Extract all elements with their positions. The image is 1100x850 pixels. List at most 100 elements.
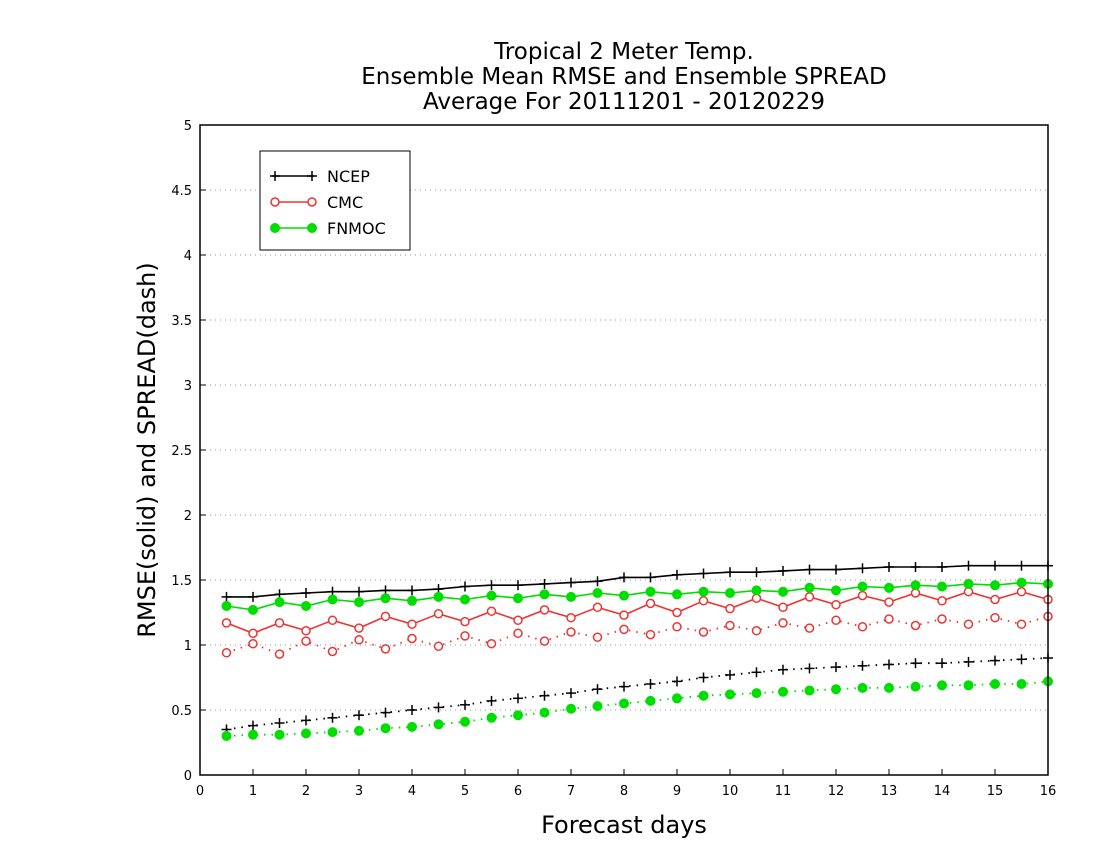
data-point-cmc-rmse [884,597,894,607]
x-tick-label: 1 [249,784,257,799]
data-point-cmc-rmse [513,615,523,626]
data-point-fnmoc-spread [857,682,868,693]
data-point-fnmoc-spread [433,719,444,730]
data-point-fnmoc-spread [486,712,497,723]
data-point-ncep-spread [937,658,947,669]
data-point-cmc-rmse [248,628,258,639]
series-fnmoc-spread [221,676,1053,741]
data-point-fnmoc-rmse [619,590,629,601]
y-axis-ticks: 0 0.5 1 1.5 2 2.5 3 3.5 4 4.5 5 [171,119,206,784]
data-point-cmc-spread [592,632,603,642]
data-point-ncep-spread [645,679,656,689]
data-point-fnmoc-spread [380,723,391,734]
data-point-cmc-spread [513,628,523,639]
data-point-ncep-spread [248,720,258,731]
data-point-ncep-rmse [884,562,894,572]
series-group [221,560,1053,741]
data-point-fnmoc-spread [539,707,550,718]
data-point-ncep-rmse [407,585,417,596]
data-point-cmc-spread [486,638,497,649]
data-point-ncep-spread [433,702,444,713]
data-point-cmc-spread [274,649,285,659]
data-point-ncep-spread [460,699,470,710]
data-point-cmc-spread [380,644,391,654]
data-point-ncep-rmse [672,569,682,580]
x-axis-ticks: 0 1 2 3 4 5 6 7 8 9 10 11 12 13 14 15 16 [196,769,1056,799]
data-point-fnmoc-rmse [831,585,841,596]
data-point-ncep-spread [698,672,709,683]
data-point-ncep-rmse [778,565,788,576]
x-tick-label: 6 [514,784,522,799]
data-point-ncep-rmse [592,576,603,587]
data-point-cmc-rmse [486,606,497,616]
data-point-cmc-spread [990,612,1000,623]
x-tick-label: 15 [987,784,1004,799]
data-point-fnmoc-rmse [937,581,947,592]
data-point-cmc-spread [751,625,762,636]
data-point-fnmoc-rmse [725,588,735,598]
data-point-fnmoc-spread [592,701,603,712]
data-point-cmc-spread [884,614,894,624]
data-point-cmc-rmse [539,605,550,615]
data-point-ncep-rmse [221,591,232,602]
x-tick-label: 9 [673,784,681,799]
data-point-ncep-spread [274,718,285,728]
legend: NCEP CMC FNMOC [259,150,411,251]
y-tick-label: 3.5 [171,314,192,329]
data-point-fnmoc-rmse [910,580,921,591]
legend-marker [307,197,317,207]
data-point-cmc-spread [221,648,232,658]
data-point-ncep-spread [380,707,391,718]
data-point-fnmoc-rmse [513,593,523,604]
data-point-ncep-spread [327,712,338,723]
data-point-fnmoc-rmse [645,586,656,597]
data-point-fnmoc-rmse [751,585,762,596]
data-point-ncep-rmse [354,586,364,597]
data-point-ncep-spread [990,655,1000,666]
data-point-cmc-spread [672,622,682,632]
data-point-fnmoc-rmse [354,597,364,608]
data-point-fnmoc-spread [937,680,947,691]
x-tick-label: 11 [775,784,792,799]
data-point-cmc-rmse [778,602,788,613]
series-line-fnmoc-spread [226,680,1049,737]
legend-marker [270,171,280,181]
x-tick-label: 14 [934,784,951,799]
x-tick-label: 13 [881,784,898,799]
data-point-cmc-spread [619,624,629,635]
data-point-cmc-rmse [937,596,947,606]
data-point-cmc-rmse [221,618,232,628]
data-point-ncep-spread [407,705,417,715]
legend-marker [270,223,280,233]
data-point-fnmoc-rmse [221,601,232,611]
data-point-fnmoc-spread [804,685,815,696]
data-point-ncep-rmse [990,560,1000,571]
data-point-cmc-spread [778,618,788,628]
data-point-ncep-spread [592,684,603,695]
data-point-ncep-spread [910,658,921,669]
series-cmc-rmse [221,586,1053,639]
data-point-ncep-rmse [460,581,470,592]
data-point-cmc-spread [804,623,815,633]
legend-item-fnmoc: FNMOC [270,219,386,238]
data-point-fnmoc-spread [274,729,285,740]
data-point-ncep-rmse [751,567,762,578]
data-point-ncep-spread [513,693,523,704]
data-point-ncep-spread [884,659,894,670]
data-point-ncep-rmse [301,588,311,598]
x-tick-label: 12 [828,784,845,799]
data-point-cmc-spread [301,636,311,646]
legend-label: FNMOC [327,219,386,238]
series-line-ncep-spread [226,657,1049,731]
data-point-ncep-rmse [910,562,921,572]
data-point-cmc-spread [645,629,656,640]
legend-item-cmc: CMC [270,193,363,212]
data-point-fnmoc-rmse [539,589,550,600]
data-point-cmc-spread [539,636,550,646]
data-point-fnmoc-rmse [380,593,391,604]
data-point-fnmoc-rmse [460,594,470,605]
y-tick-label: 1.5 [171,574,192,589]
series-ncep-spread [221,653,1053,735]
data-point-cmc-rmse [645,598,656,609]
data-point-fnmoc-spread [990,679,1000,689]
